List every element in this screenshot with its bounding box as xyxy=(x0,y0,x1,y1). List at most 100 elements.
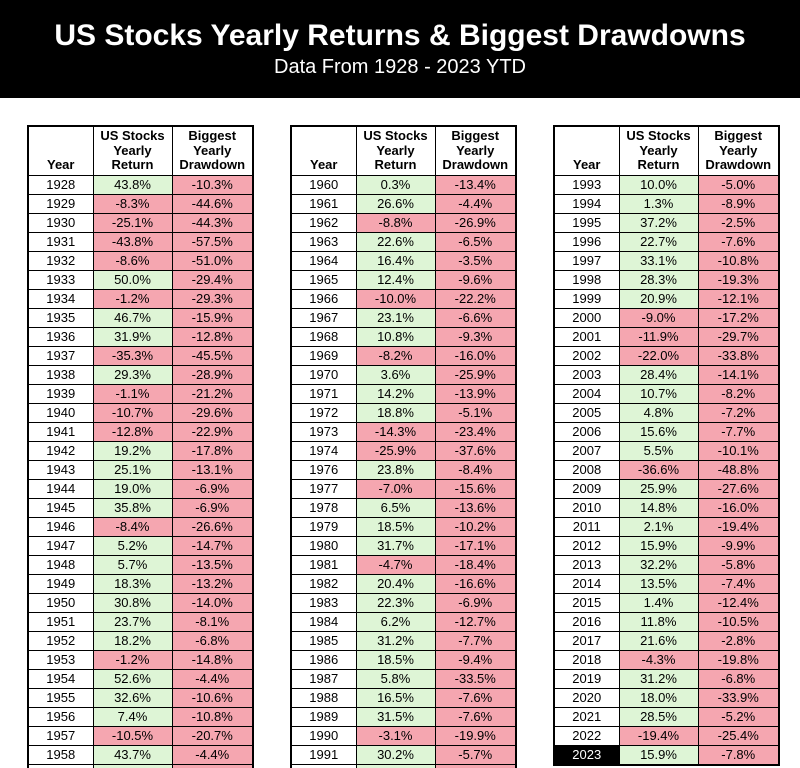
return-cell: 32.6% xyxy=(92,687,173,708)
drawdown-cell: -10.1% xyxy=(697,440,780,461)
return-cell: 46.7% xyxy=(92,307,173,328)
drawdown-cell: -21.2% xyxy=(171,383,254,404)
table-row: 1946 -8.4% -26.6% xyxy=(27,516,254,537)
table-row: 1995 37.2% -2.5% xyxy=(553,212,780,233)
return-cell: -1.2% xyxy=(92,288,173,309)
year-cell: 1978 xyxy=(290,497,357,518)
year-cell: 1931 xyxy=(27,231,94,252)
year-cell: 1962 xyxy=(290,212,357,233)
drawdown-cell: -10.5% xyxy=(697,611,780,632)
drawdown-cell: -6.2% xyxy=(434,763,517,768)
year-cell: 1971 xyxy=(290,383,357,404)
year-cell: 2016 xyxy=(553,611,620,632)
drawdown-cell: -29.7% xyxy=(697,326,780,347)
return-cell: 11.8% xyxy=(618,611,699,632)
drawdown-cell: -17.1% xyxy=(434,535,517,556)
year-cell: 1977 xyxy=(290,478,357,499)
table-row: 1972 18.8% -5.1% xyxy=(290,402,517,423)
year-cell: 1996 xyxy=(553,231,620,252)
drawdown-cell: -3.5% xyxy=(434,250,517,271)
return-cell: 25.9% xyxy=(618,478,699,499)
year-cell: 2006 xyxy=(553,421,620,442)
return-cell: 16.5% xyxy=(355,687,436,708)
return-cell: 1.3% xyxy=(618,193,699,214)
return-cell: 15.9% xyxy=(618,535,699,556)
table-row: 1981 -4.7% -18.4% xyxy=(290,554,517,575)
return-cell: 6.2% xyxy=(355,611,436,632)
table-row: 1932 -8.6% -51.0% xyxy=(27,250,254,271)
return-cell: -8.6% xyxy=(92,250,173,271)
year-cell: 1939 xyxy=(27,383,94,404)
year-cell: 2007 xyxy=(553,440,620,461)
year-cell: 1966 xyxy=(290,288,357,309)
year-cell: 1988 xyxy=(290,687,357,708)
return-cell: 7.5% xyxy=(355,763,436,768)
drawdown-cell: -33.5% xyxy=(434,668,517,689)
column-header-return: US Stocks Yearly Return xyxy=(618,125,699,176)
drawdown-cell: -7.2% xyxy=(697,402,780,423)
year-cell: 1929 xyxy=(27,193,94,214)
drawdown-cell: -9.6% xyxy=(434,269,517,290)
table-row: 1948 5.7% -13.5% xyxy=(27,554,254,575)
return-cell: -4.3% xyxy=(618,649,699,670)
year-cell: 1955 xyxy=(27,687,94,708)
table-row: 1976 23.8% -8.4% xyxy=(290,459,517,480)
table-row: 2002 -22.0% -33.8% xyxy=(553,345,780,366)
drawdown-cell: -19.4% xyxy=(697,516,780,537)
table-row: 2023 15.9% -7.8% xyxy=(553,744,780,766)
table-row: 1962 -8.8% -26.9% xyxy=(290,212,517,233)
drawdown-cell: -5.0% xyxy=(697,174,780,195)
return-cell: 31.7% xyxy=(355,535,436,556)
return-cell: -8.3% xyxy=(92,193,173,214)
table-row: 2003 28.4% -14.1% xyxy=(553,364,780,385)
drawdown-cell: -2.8% xyxy=(697,630,780,651)
year-cell: 1932 xyxy=(27,250,94,271)
year-cell: 1972 xyxy=(290,402,357,423)
return-cell: 52.6% xyxy=(92,668,173,689)
year-cell: 1993 xyxy=(553,174,620,195)
drawdown-cell: -8.1% xyxy=(171,611,254,632)
drawdown-cell: -29.4% xyxy=(171,269,254,290)
table-row: 1982 20.4% -16.6% xyxy=(290,573,517,594)
drawdown-cell: -7.6% xyxy=(434,687,517,708)
year-cell: 1973 xyxy=(290,421,357,442)
table-row: 1977 -7.0% -15.6% xyxy=(290,478,517,499)
table-row: 2020 18.0% -33.9% xyxy=(553,687,780,708)
return-cell: 22.7% xyxy=(618,231,699,252)
return-cell: -19.4% xyxy=(618,725,699,746)
return-cell: 43.7% xyxy=(92,744,173,765)
year-cell: 1959 xyxy=(27,763,94,768)
table-row: 1999 20.9% -12.1% xyxy=(553,288,780,309)
table-row: 1930 -25.1% -44.3% xyxy=(27,212,254,233)
table-row: 1988 16.5% -7.6% xyxy=(290,687,517,708)
drawdown-cell: -26.6% xyxy=(171,516,254,537)
drawdown-cell: -14.0% xyxy=(171,592,254,613)
drawdown-cell: -51.0% xyxy=(171,250,254,271)
return-cell: -36.6% xyxy=(618,459,699,480)
table-row: 1994 1.3% -8.9% xyxy=(553,193,780,214)
drawdown-cell: -22.9% xyxy=(171,421,254,442)
table-row: 2014 13.5% -7.4% xyxy=(553,573,780,594)
table-row: 1937 -35.3% -45.5% xyxy=(27,345,254,366)
table-row: 1938 29.3% -28.9% xyxy=(27,364,254,385)
column-header-return: US Stocks Yearly Return xyxy=(355,125,436,176)
year-cell: 1936 xyxy=(27,326,94,347)
year-cell: 1999 xyxy=(553,288,620,309)
drawdown-cell: -13.9% xyxy=(434,383,517,404)
header-row: Year US Stocks Yearly Return Biggest Yea… xyxy=(27,125,254,176)
table-row: 2016 11.8% -10.5% xyxy=(553,611,780,632)
tables-container: Year US Stocks Yearly Return Biggest Yea… xyxy=(0,98,800,768)
return-cell: 30.8% xyxy=(92,592,173,613)
drawdown-cell: -16.6% xyxy=(434,573,517,594)
drawdown-cell: -9.9% xyxy=(697,535,780,556)
table-row: 1939 -1.1% -21.2% xyxy=(27,383,254,404)
year-cell: 1942 xyxy=(27,440,94,461)
year-cell: 2021 xyxy=(553,706,620,727)
table-row: 1942 19.2% -17.8% xyxy=(27,440,254,461)
table-row: 1998 28.3% -19.3% xyxy=(553,269,780,290)
drawdown-cell: -26.9% xyxy=(434,212,517,233)
table-row: 1970 3.6% -25.9% xyxy=(290,364,517,385)
year-cell: 1981 xyxy=(290,554,357,575)
year-cell: 2001 xyxy=(553,326,620,347)
table-row: 2022 -19.4% -25.4% xyxy=(553,725,780,746)
